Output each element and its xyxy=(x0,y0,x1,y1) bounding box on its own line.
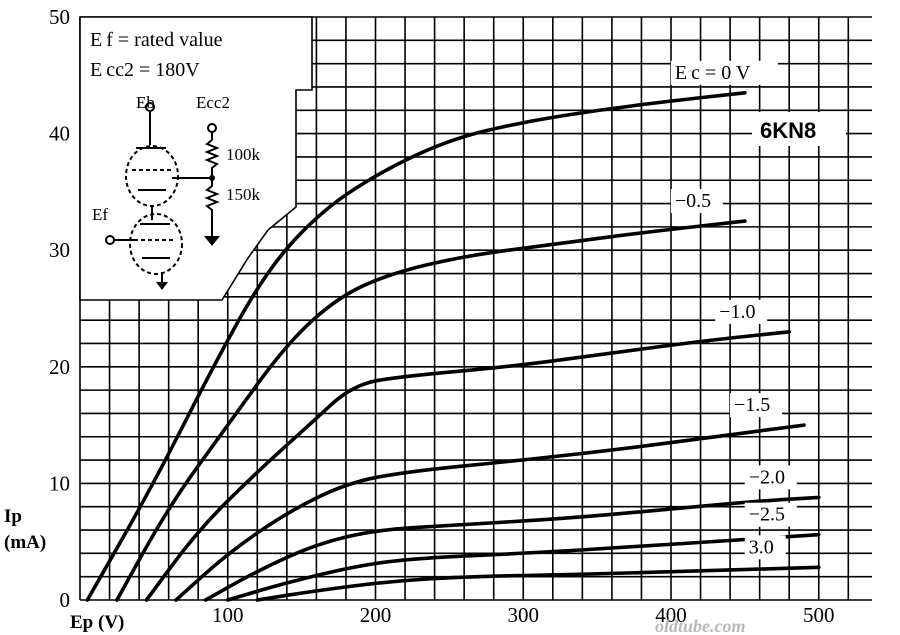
x-tick-label: 300 xyxy=(508,603,540,627)
curve-label: −2.0 xyxy=(749,466,785,488)
series-line--1-5 xyxy=(174,423,806,602)
chart-curves xyxy=(85,90,821,602)
curve-label-bg xyxy=(670,60,778,85)
legend-line-filament: E f = rated value xyxy=(90,29,223,51)
x-tick-label: 200 xyxy=(360,603,392,627)
curve-label: 3.0 xyxy=(749,536,774,558)
series-line--2-0 xyxy=(203,495,821,602)
curve-label-bg xyxy=(744,465,797,490)
series-line-0-V xyxy=(85,90,747,602)
y-tick-label: 20 xyxy=(49,355,70,379)
curve-label-bg xyxy=(670,189,723,214)
curve-label: −1.5 xyxy=(734,394,770,416)
curve-label-bg xyxy=(744,502,797,527)
curve-label-bg xyxy=(729,393,782,418)
schem-label-ecc2: Ecc2 xyxy=(196,93,230,112)
y-tick-label: 50 xyxy=(49,5,70,29)
curve-label: −1.0 xyxy=(719,301,755,323)
inset-border xyxy=(79,16,313,301)
x-tick-label: 100 xyxy=(212,603,244,627)
schem-label-r2: 150k xyxy=(226,185,261,204)
y-axis-unit: (mA) xyxy=(4,532,46,553)
curve-label-bg xyxy=(715,299,768,324)
y-tick-label: 10 xyxy=(49,471,70,495)
tube-schematic: Eb Ecc2 Ef 100k 150k xyxy=(92,93,261,290)
y-tick-label: 30 xyxy=(49,238,70,262)
curve-labels: E c = 0 V −0.5 −1.0 −1.5 −2.0 −2.5 3.0 xyxy=(670,60,797,560)
x-tick-label: 500 xyxy=(803,603,835,627)
series-line--3-0 xyxy=(255,565,821,602)
axis-ticks: 0 10 20 30 40 50 100 200 300 400 500 xyxy=(49,5,835,627)
y-tick-label: 0 xyxy=(60,588,71,612)
inset-panel: E f = rated value E cc2 = 180V xyxy=(79,16,313,301)
schem-label-r1: 100k xyxy=(226,145,261,164)
series-line--1-0 xyxy=(144,330,791,602)
curve-label: −0.5 xyxy=(675,190,711,212)
x-tick-label: 400 xyxy=(655,603,687,627)
legend-line-screen: E cc2 = 180V xyxy=(90,59,200,81)
y-tick-label: 40 xyxy=(49,122,70,146)
schem-label-ef: Ef xyxy=(92,205,108,224)
curve-label: E c = 0 V xyxy=(675,62,751,84)
watermark: oldtube.com xyxy=(655,616,746,635)
x-axis-label: Ep (V) xyxy=(70,612,124,633)
curve-label: −2.5 xyxy=(749,504,785,526)
series-line--0-5 xyxy=(115,219,747,602)
y-axis-label: Ip xyxy=(4,506,22,527)
schem-label-eb: Eb xyxy=(136,93,155,112)
curve-label-bg xyxy=(744,535,786,560)
tube-type-label: 6KN8 xyxy=(760,118,816,143)
